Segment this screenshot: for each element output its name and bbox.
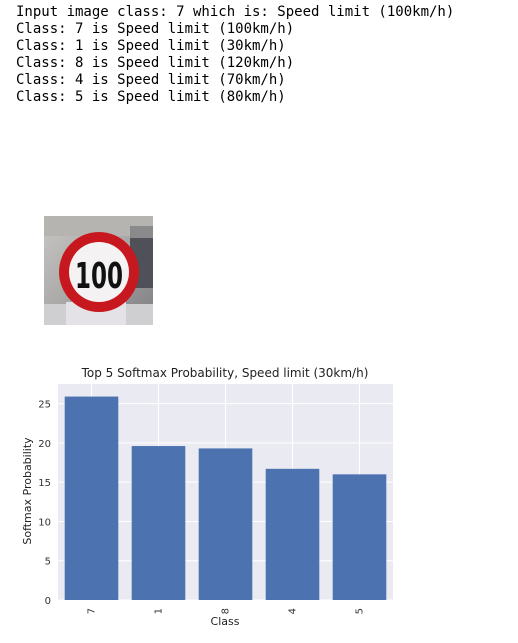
y-tick-label: 25 [38, 400, 51, 411]
x-tick-label: 8 [221, 608, 232, 614]
console-line: Class: 8 is Speed limit (120km/h) [16, 55, 295, 71]
x-axis-label: Class [211, 615, 240, 628]
console-line: Class: 1 is Speed limit (30km/h) [16, 38, 286, 54]
x-tick-label: 7 [87, 608, 98, 614]
x-tick-label: 5 [355, 608, 366, 614]
bar-class-8 [198, 448, 253, 600]
y-tick-label: 0 [45, 596, 51, 607]
console-line: Class: 5 is Speed limit (80km/h) [16, 89, 286, 105]
console-line: Class: 4 is Speed limit (70km/h) [16, 72, 286, 88]
y-tick-label: 20 [38, 439, 51, 450]
speed-limit-sign-icon: 100 [44, 216, 153, 325]
sign-white-face [69, 242, 129, 302]
sky-band [44, 216, 153, 236]
bars [64, 396, 387, 600]
bar-class-1 [131, 446, 186, 600]
y-axis-label: Softmax Probability [21, 437, 34, 545]
x-axis-ticks: 7 1 8 4 5 [87, 608, 366, 614]
console-line: Class: 7 is Speed limit (100km/h) [16, 21, 295, 37]
bar-class-5 [332, 474, 387, 600]
chart-title: Top 5 Softmax Probability, Speed limit (… [81, 366, 369, 380]
input-sign-image: 100 [44, 216, 153, 325]
x-tick-label: 1 [154, 608, 165, 614]
bar-class-4 [265, 468, 320, 600]
y-tick-label: 5 [45, 557, 51, 568]
console-line: Input image class: 7 which is: Speed lim… [16, 4, 455, 20]
console-output: Input image class: 7 which is: Speed lim… [16, 4, 454, 106]
y-axis-ticks: 0 5 10 15 20 25 [38, 400, 51, 607]
bar-class-7 [64, 396, 119, 600]
y-tick-label: 15 [38, 478, 51, 489]
x-tick-label: 4 [288, 608, 299, 614]
sign-number: 100 [75, 256, 123, 297]
guardrail [130, 226, 153, 238]
softmax-bar-chart: Top 5 Softmax Probability, Speed limit (… [21, 366, 393, 628]
y-tick-label: 10 [38, 517, 51, 528]
